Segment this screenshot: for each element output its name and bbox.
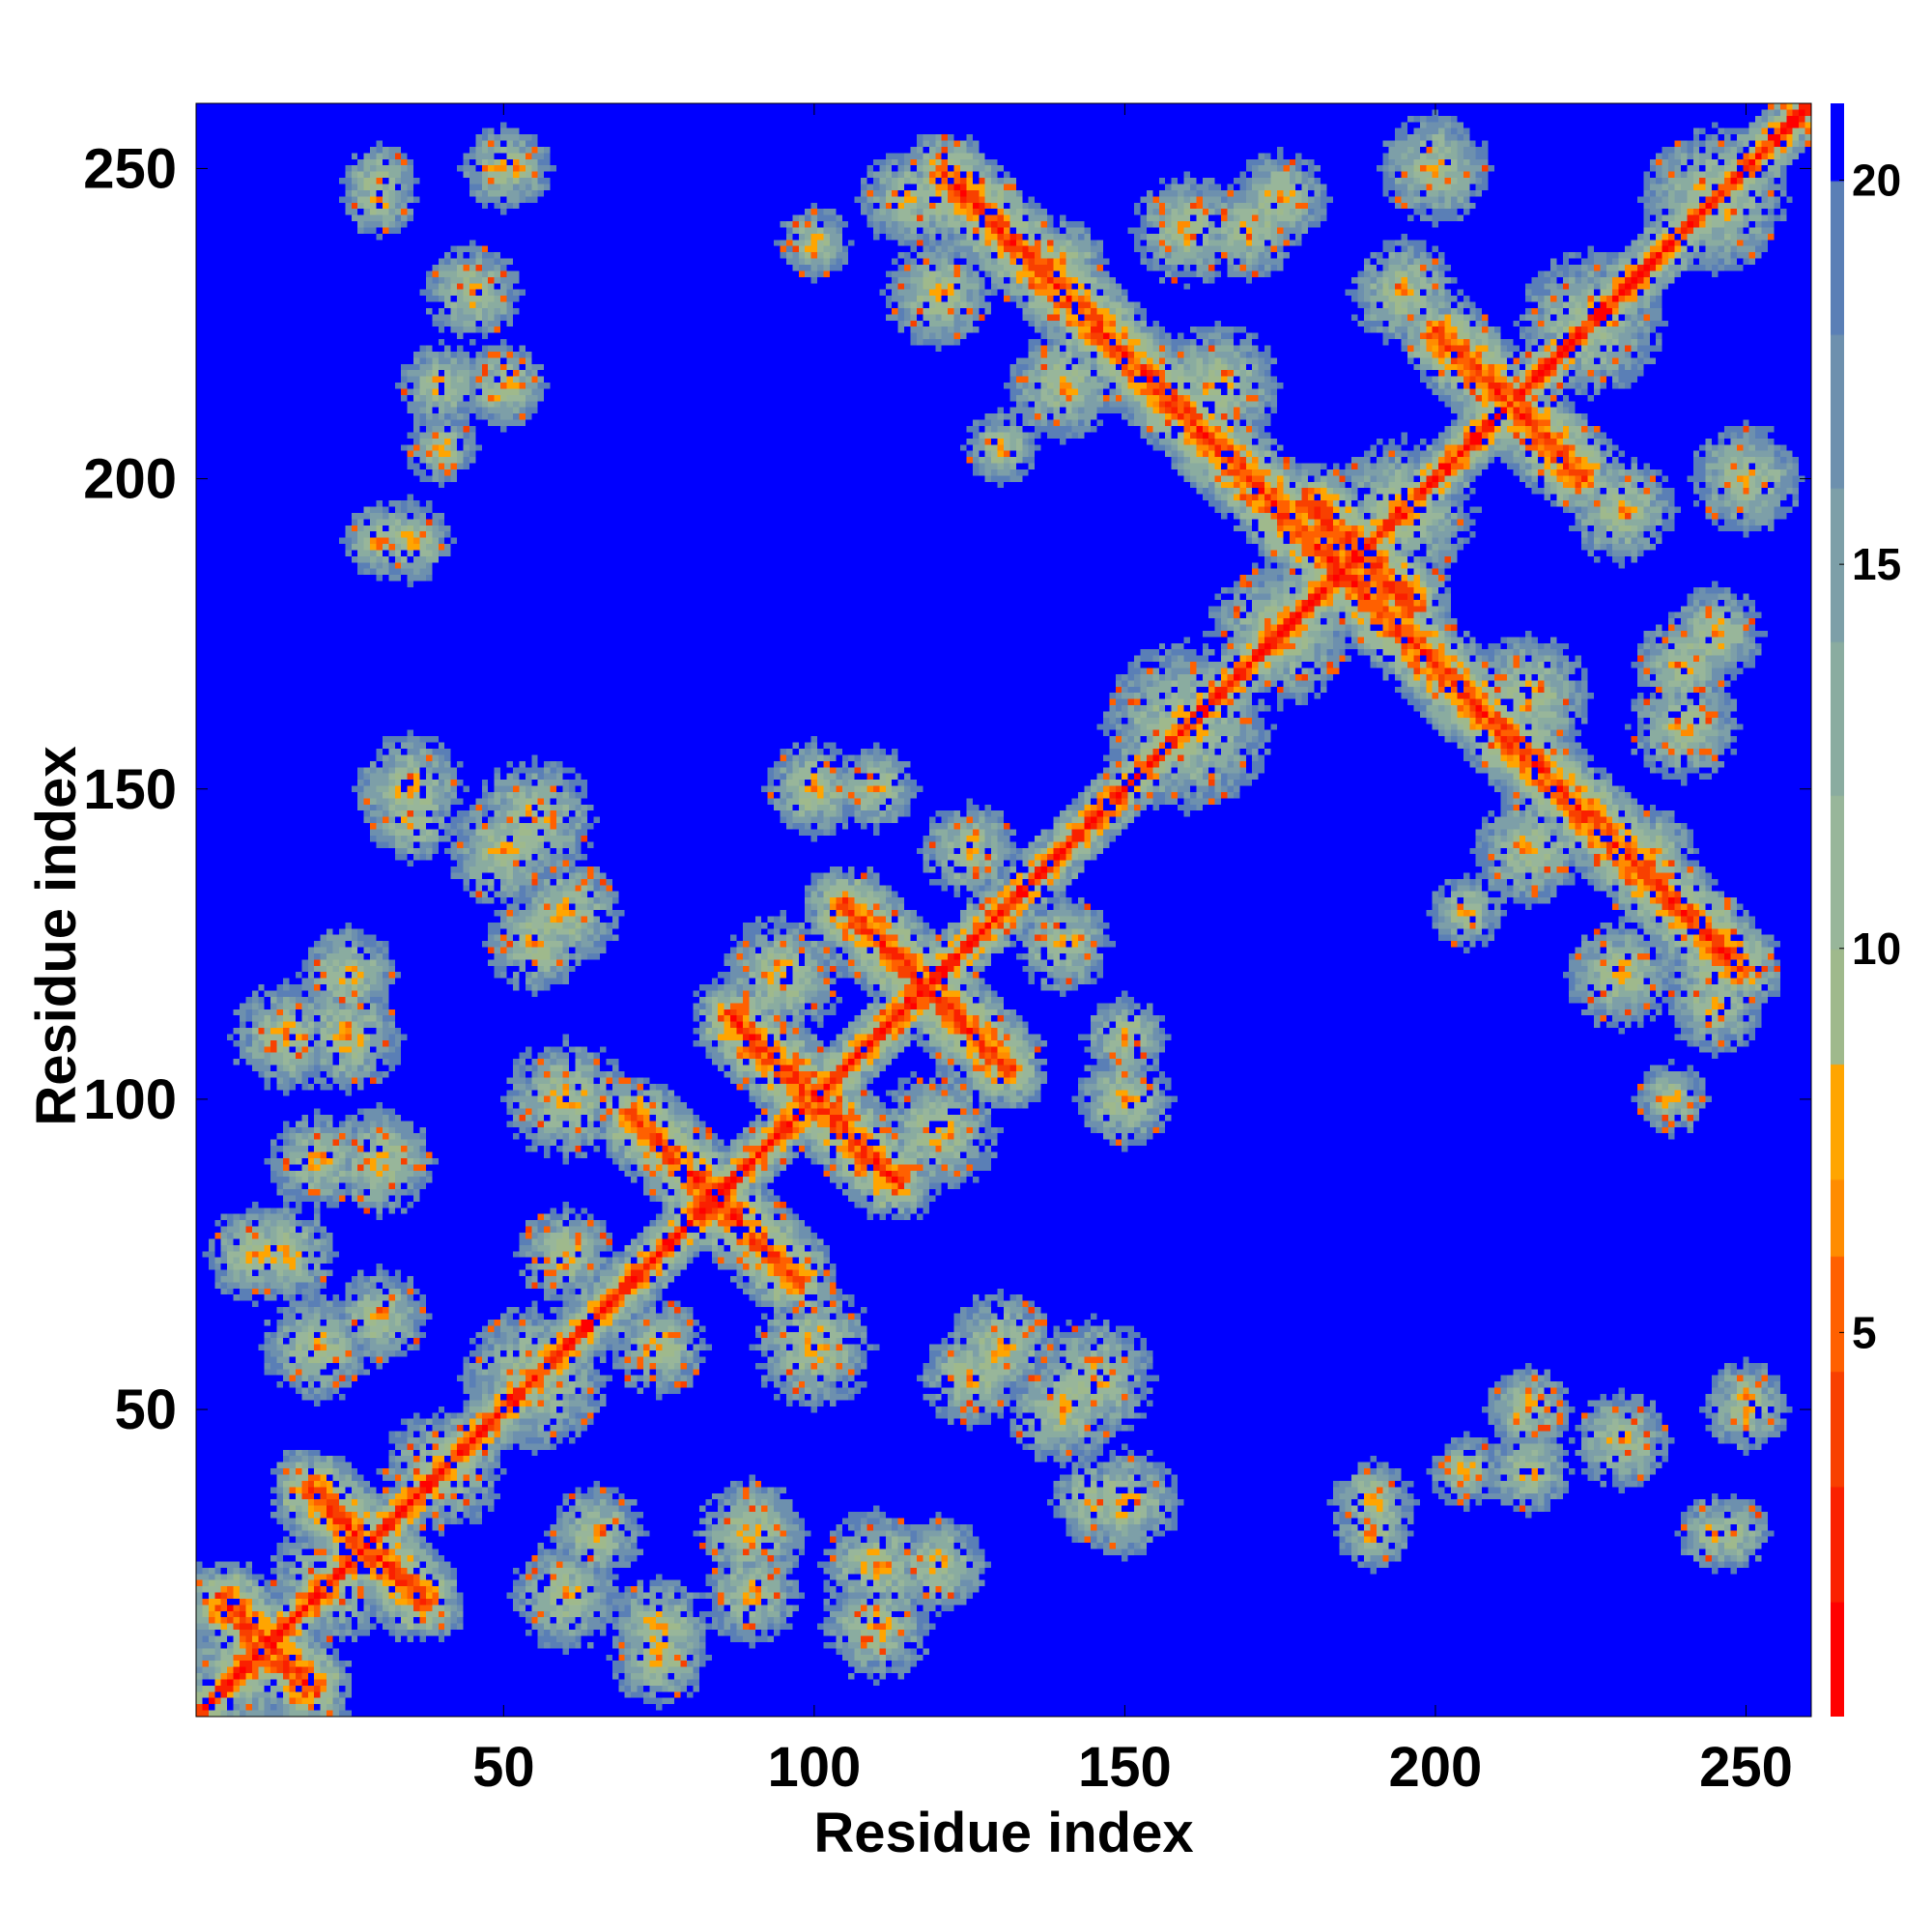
heatmap-plot-area [196, 103, 1811, 1717]
x-tick-label: 50 [472, 1736, 535, 1799]
y-axis-title: Residue index [25, 746, 88, 1125]
x-axis-title: Residue index [813, 1802, 1193, 1864]
y-tick-label: 100 [83, 1068, 177, 1131]
colorbar-tick-label: 10 [1852, 923, 1901, 974]
colorbar-tick-label: 20 [1852, 156, 1901, 206]
y-tick-label: 50 [114, 1378, 177, 1441]
y-tick-label: 250 [83, 137, 177, 200]
x-tick-label: 200 [1389, 1736, 1483, 1799]
plot-frame [195, 102, 1812, 1718]
x-tick-label: 250 [1699, 1736, 1793, 1799]
colorbar-tick-label: 15 [1852, 539, 1901, 589]
y-tick-label: 200 [83, 448, 177, 511]
colorbar-tick-label: 5 [1852, 1307, 1877, 1357]
x-tick-label: 150 [1078, 1736, 1172, 1799]
colorbar [1831, 103, 1844, 1717]
y-tick-label: 150 [83, 758, 177, 821]
x-tick-label: 100 [767, 1736, 861, 1799]
